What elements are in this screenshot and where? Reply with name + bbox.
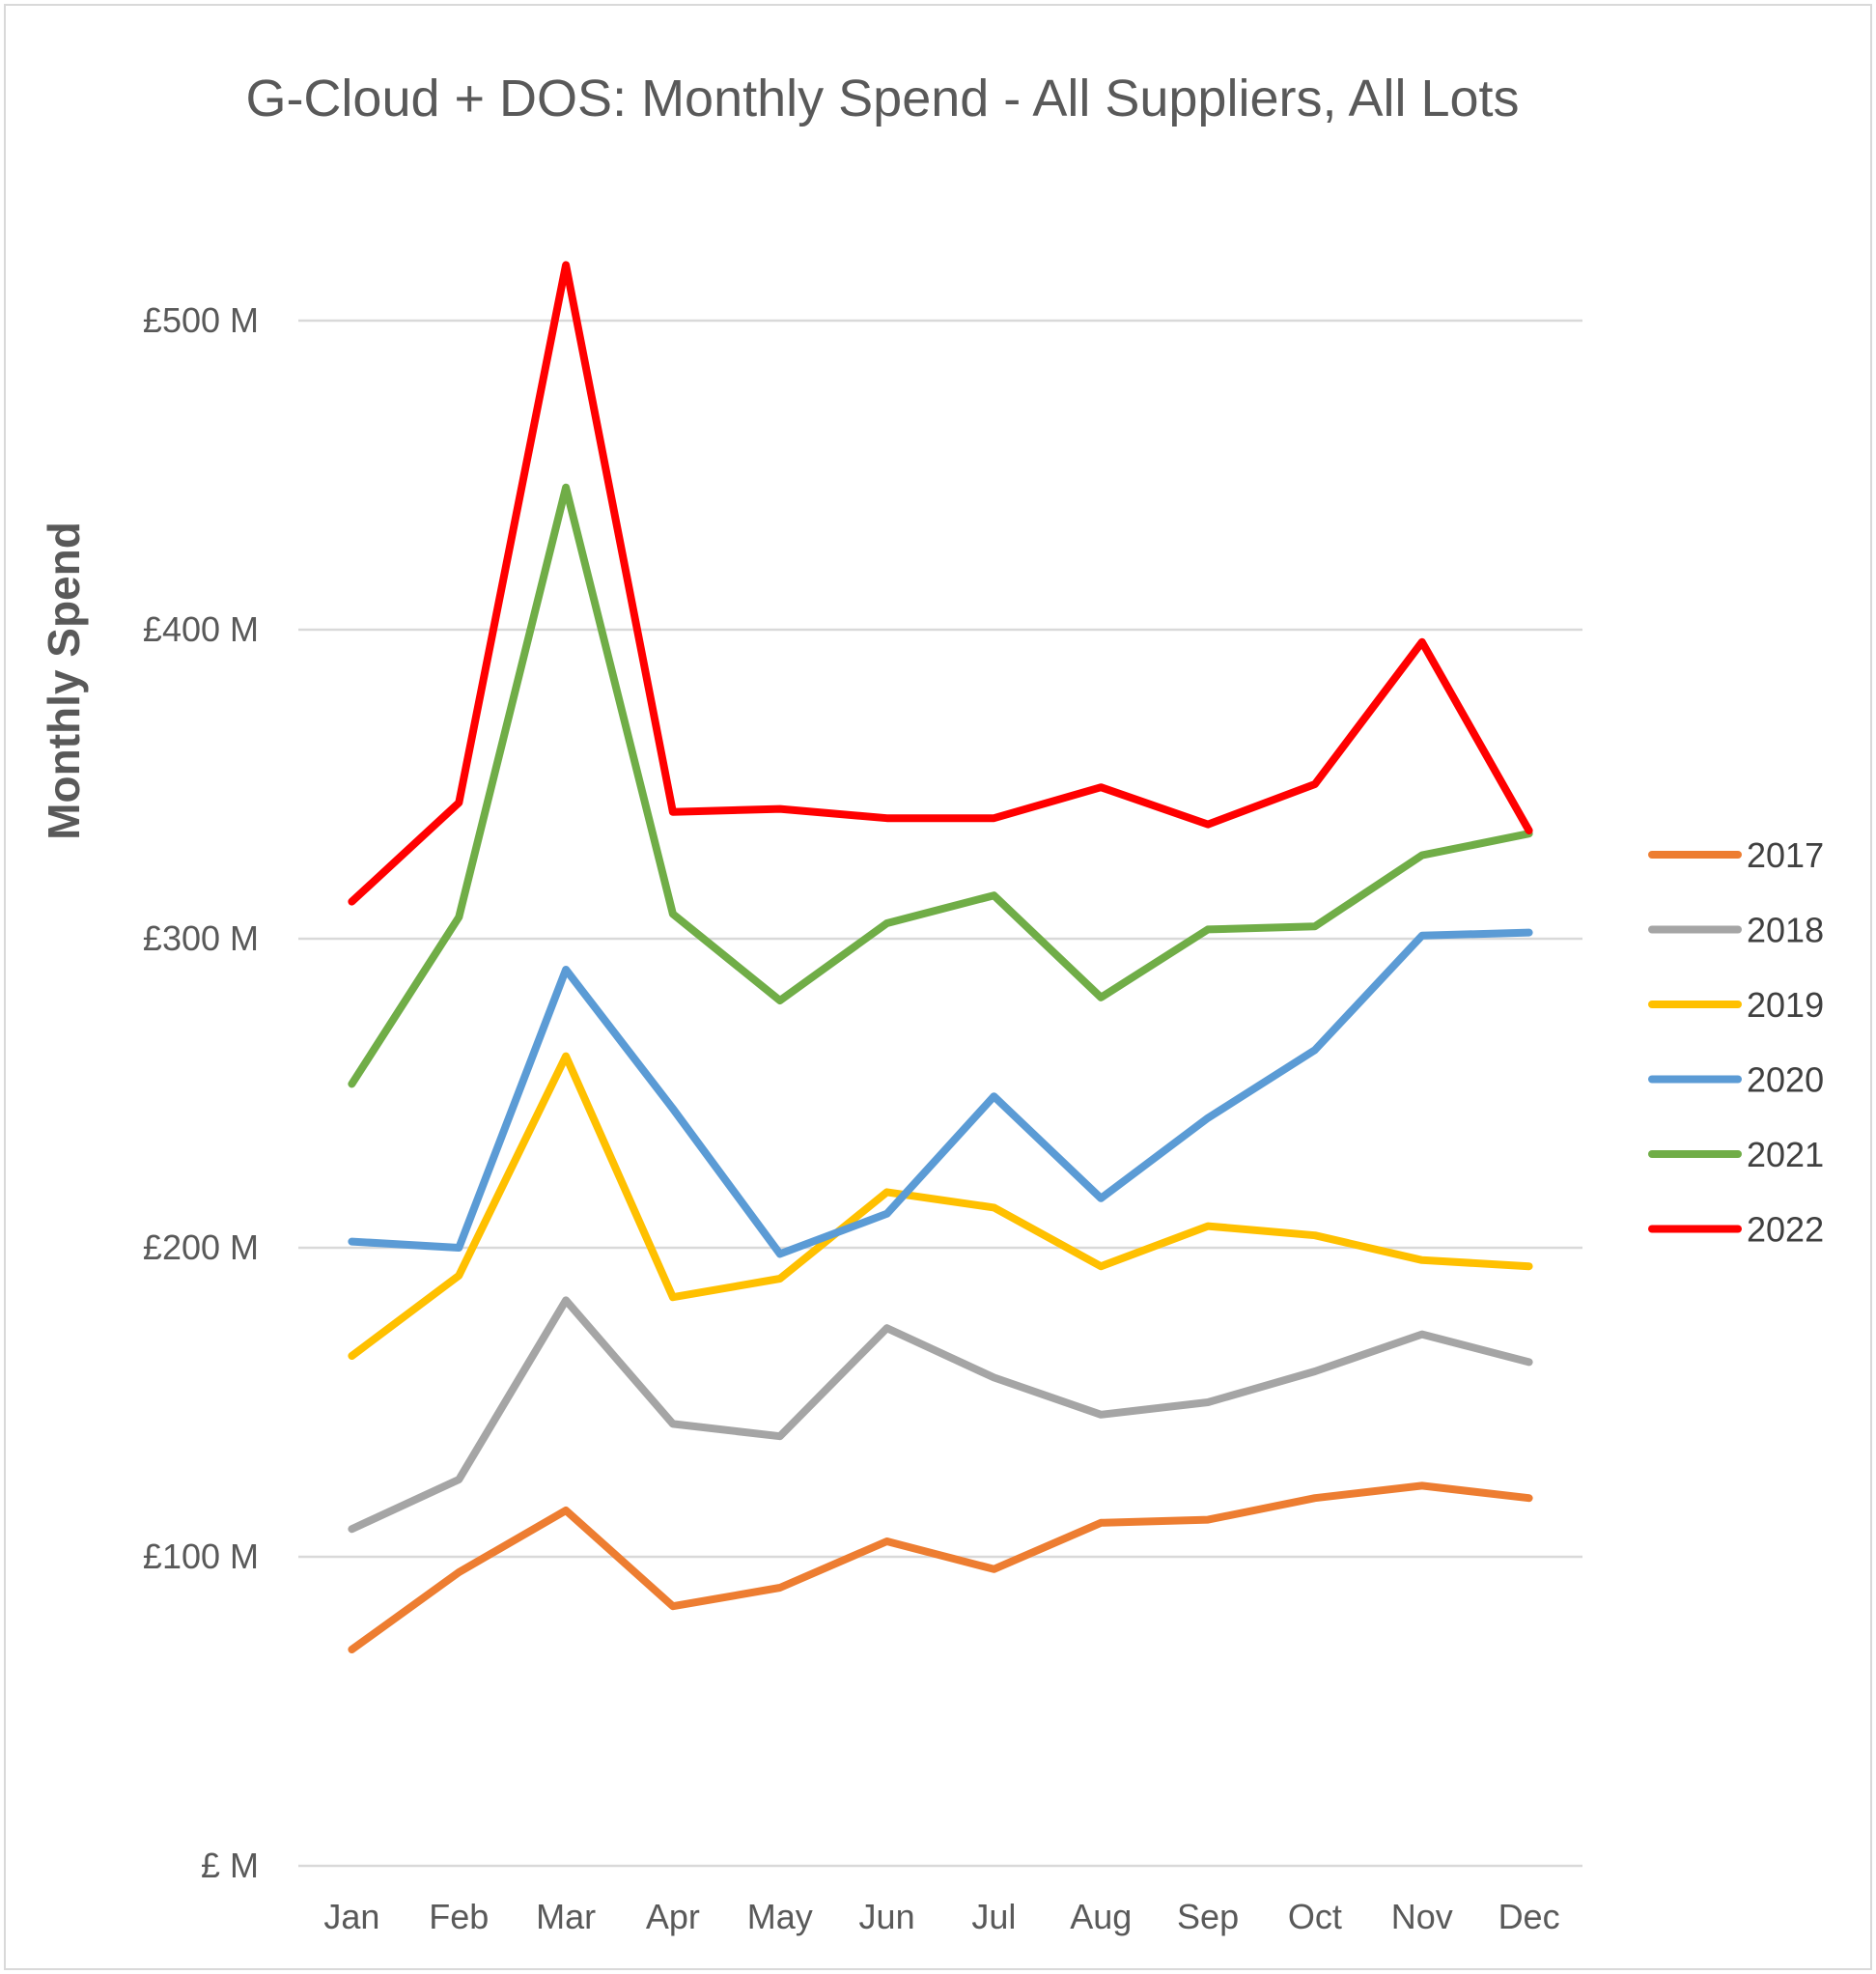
y-axis-ticks: £ M £100 M £200 M £300 M £400 M £500 M xyxy=(143,300,259,1885)
chart-frame xyxy=(4,4,1872,1970)
gridlines xyxy=(298,319,1582,1868)
series-line-2019 xyxy=(348,1052,1533,1360)
legend: 2017 2018 2019 2020 2021 2022 xyxy=(1648,835,1824,1250)
x-tick-label: Sep xyxy=(1177,1897,1239,1936)
y-tick-label: £400 M xyxy=(143,609,259,649)
series-lines xyxy=(348,261,1533,1653)
x-tick-label: Aug xyxy=(1070,1897,1132,1936)
y-axis-label: Monthly Spend xyxy=(39,522,89,840)
series-line-2021 xyxy=(348,483,1533,1088)
x-tick-label: Dec xyxy=(1498,1897,1560,1936)
y-tick-label: £500 M xyxy=(143,300,259,340)
x-tick-label: Apr xyxy=(646,1897,700,1936)
legend-label-2021: 2021 xyxy=(1747,1135,1824,1174)
y-tick-label: £100 M xyxy=(143,1537,259,1576)
x-tick-label: May xyxy=(747,1897,813,1936)
x-tick-label: Jul xyxy=(971,1897,1016,1936)
x-tick-label: Nov xyxy=(1391,1897,1453,1936)
legend-label-2017: 2017 xyxy=(1747,835,1824,875)
x-tick-label: Jan xyxy=(323,1897,379,1936)
chart-title: G-Cloud + DOS: Monthly Spend - All Suppl… xyxy=(245,70,1519,127)
x-axis-ticks: Jan Feb Mar Apr May Jun Jul Aug Sep Oct Nov Dec xyxy=(323,1897,1559,1936)
legend-label-2022: 2022 xyxy=(1747,1210,1824,1250)
legend-label-2018: 2018 xyxy=(1747,911,1824,950)
x-tick-label: Oct xyxy=(1288,1897,1342,1936)
legend-label-2020: 2020 xyxy=(1747,1060,1824,1100)
x-tick-label: Jun xyxy=(859,1897,915,1936)
series-line-2022 xyxy=(348,261,1533,906)
legend-label-2019: 2019 xyxy=(1747,985,1824,1025)
x-tick-label: Feb xyxy=(429,1897,489,1936)
y-tick-label: £ M xyxy=(201,1846,259,1885)
y-tick-label: £200 M xyxy=(143,1227,259,1267)
series-line-2017 xyxy=(348,1481,1533,1653)
series-line-2018 xyxy=(348,1296,1533,1534)
x-tick-label: Mar xyxy=(536,1897,596,1936)
y-tick-label: £300 M xyxy=(143,918,259,958)
series-line-2020 xyxy=(348,928,1533,1258)
